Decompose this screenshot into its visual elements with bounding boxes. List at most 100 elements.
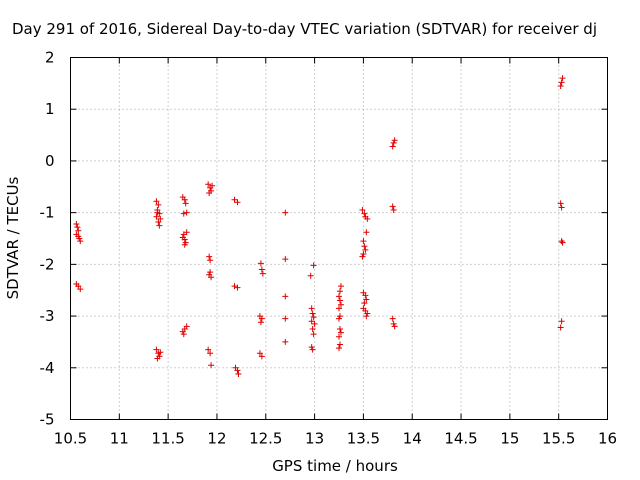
data-point bbox=[156, 222, 163, 229]
x-tick-label: 13.5 bbox=[347, 430, 380, 448]
x-tick-label: 13 bbox=[305, 430, 324, 448]
y-tick-label: -1 bbox=[40, 204, 55, 222]
y-tick-label: -5 bbox=[40, 411, 55, 429]
data-point bbox=[361, 243, 368, 250]
data-point bbox=[337, 329, 344, 336]
data-point bbox=[282, 293, 289, 300]
x-tick-label: 15 bbox=[500, 430, 519, 448]
x-tick-label: 15.5 bbox=[542, 430, 575, 448]
x-tick-label: 12.5 bbox=[249, 430, 282, 448]
data-points bbox=[73, 75, 566, 377]
x-tick-label: 12 bbox=[207, 430, 226, 448]
x-axis-label: GPS time / hours bbox=[272, 457, 398, 475]
data-point bbox=[336, 345, 342, 352]
data-point bbox=[362, 292, 369, 299]
x-tick-label: 14 bbox=[403, 430, 422, 448]
data-point bbox=[183, 229, 190, 236]
data-point bbox=[359, 207, 366, 214]
data-point bbox=[206, 189, 213, 196]
data-point bbox=[182, 200, 189, 207]
data-point bbox=[310, 262, 317, 269]
data-point bbox=[157, 215, 164, 222]
data-point bbox=[208, 274, 215, 281]
data-point bbox=[154, 209, 161, 216]
x-tick-label: 11 bbox=[110, 430, 129, 448]
data-point bbox=[308, 305, 315, 312]
data-point bbox=[207, 350, 214, 357]
data-point bbox=[337, 283, 344, 290]
data-point bbox=[361, 210, 368, 217]
data-point bbox=[153, 213, 160, 220]
data-point bbox=[336, 315, 342, 322]
data-point bbox=[337, 301, 344, 308]
data-point bbox=[364, 215, 371, 222]
x-tick-label: 14.5 bbox=[444, 430, 477, 448]
data-point bbox=[360, 238, 367, 245]
data-point bbox=[234, 284, 241, 291]
data-point bbox=[153, 346, 160, 353]
data-point bbox=[336, 297, 343, 304]
data-point bbox=[361, 300, 368, 307]
data-point bbox=[336, 313, 343, 320]
data-point bbox=[181, 236, 188, 243]
data-point bbox=[389, 315, 396, 322]
data-point bbox=[157, 349, 164, 356]
data-point bbox=[362, 246, 369, 253]
data-point bbox=[363, 313, 370, 320]
x-tick-labels: 10.5 11 11.5 12 12.5 13 13.5 14 14.5 15 15.5 16 bbox=[54, 430, 617, 448]
y-axis-label: SDTVAR / TECUs bbox=[4, 176, 22, 299]
data-point bbox=[209, 182, 216, 189]
data-point bbox=[558, 79, 565, 86]
data-point bbox=[74, 224, 81, 231]
y-tick-label: 1 bbox=[45, 100, 55, 118]
data-point bbox=[309, 326, 316, 332]
data-point bbox=[308, 318, 315, 325]
data-point bbox=[208, 362, 215, 369]
data-point bbox=[77, 238, 84, 245]
data-point bbox=[235, 370, 242, 377]
data-point bbox=[307, 272, 314, 279]
data-point bbox=[258, 315, 265, 322]
data-point bbox=[310, 331, 317, 338]
data-point bbox=[336, 333, 342, 340]
data-point bbox=[205, 346, 212, 353]
data-point bbox=[257, 260, 264, 267]
data-point bbox=[231, 196, 238, 203]
data-point bbox=[183, 323, 190, 330]
axis-ticks bbox=[70, 57, 608, 420]
data-point bbox=[181, 241, 188, 248]
data-point bbox=[559, 239, 566, 246]
y-tick-labels: -5 -4 -3 -2 -1 0 1 2 bbox=[40, 49, 55, 429]
data-point bbox=[390, 139, 397, 146]
data-point bbox=[205, 181, 212, 188]
data-point bbox=[234, 199, 241, 206]
data-point bbox=[258, 266, 265, 273]
y-tick-label: 2 bbox=[45, 49, 55, 67]
data-point bbox=[310, 314, 317, 321]
data-point bbox=[256, 350, 263, 357]
x-tick-label: 11.5 bbox=[151, 430, 184, 448]
data-point bbox=[75, 283, 82, 290]
gridlines bbox=[70, 57, 608, 420]
data-point bbox=[155, 218, 162, 225]
data-point bbox=[389, 203, 396, 210]
y-tick-label: -3 bbox=[40, 307, 55, 325]
data-point bbox=[154, 355, 161, 362]
x-tick-label: 16 bbox=[598, 430, 617, 448]
data-point bbox=[309, 346, 316, 353]
data-point bbox=[282, 315, 289, 322]
data-point bbox=[558, 204, 565, 211]
data-point bbox=[181, 196, 188, 203]
data-point bbox=[363, 296, 370, 303]
data-point bbox=[391, 137, 398, 144]
data-point bbox=[282, 256, 289, 263]
data-point bbox=[231, 283, 238, 290]
data-point bbox=[558, 318, 565, 325]
plot-frame bbox=[70, 57, 608, 420]
data-point bbox=[308, 344, 315, 351]
data-point bbox=[75, 227, 82, 234]
data-point bbox=[390, 207, 397, 214]
data-point bbox=[311, 320, 318, 327]
chart-title: Day 291 of 2016, Sidereal Day-to-day VTE… bbox=[12, 20, 597, 38]
data-point bbox=[282, 209, 289, 216]
